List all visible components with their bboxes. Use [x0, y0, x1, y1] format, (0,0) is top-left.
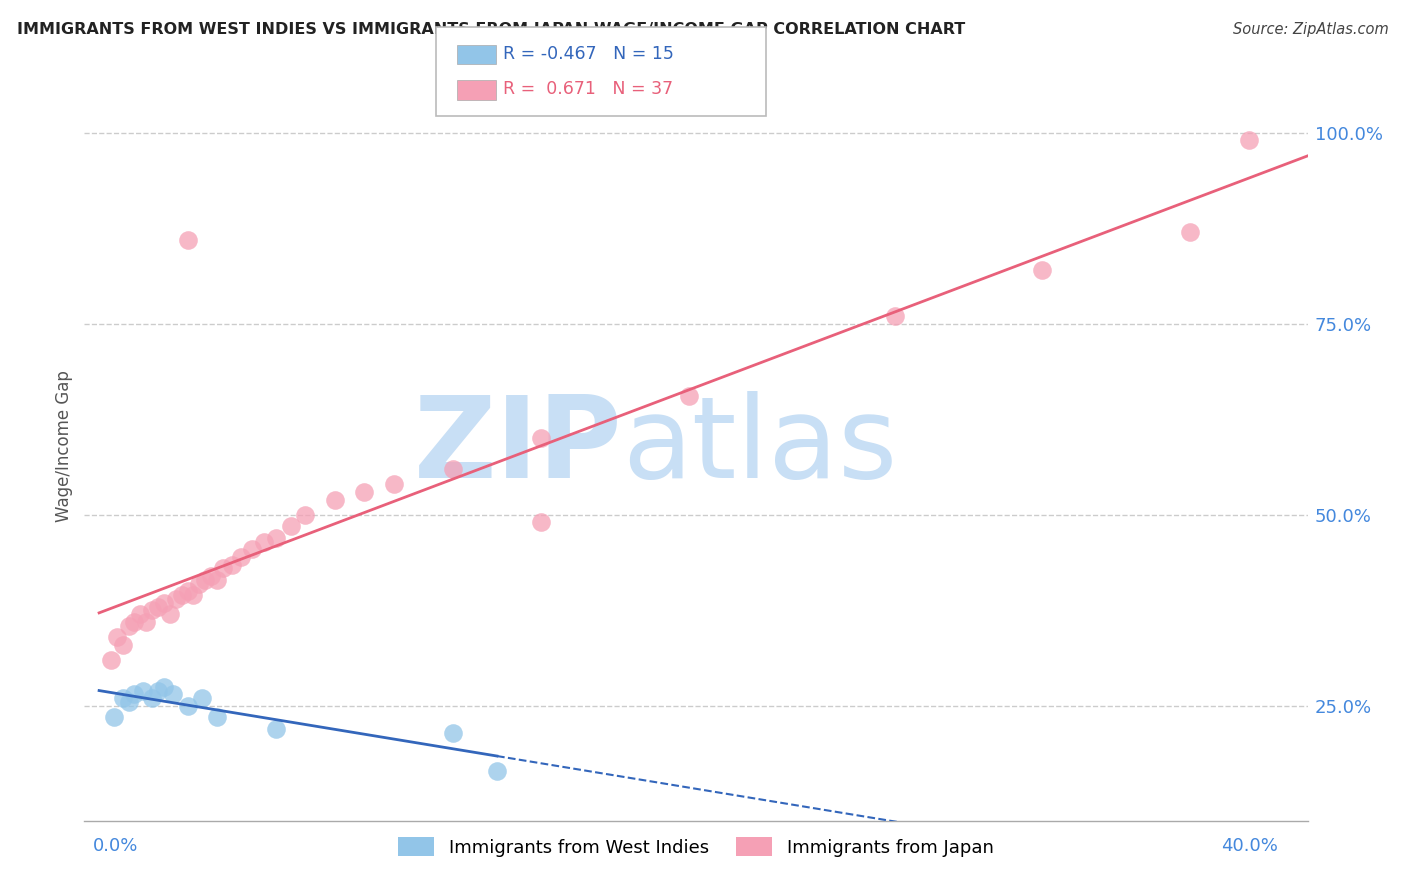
Point	[294, 508, 316, 522]
Point	[162, 688, 184, 702]
Point	[105, 630, 128, 644]
Point	[221, 558, 243, 572]
Text: Source: ZipAtlas.com: Source: ZipAtlas.com	[1233, 22, 1389, 37]
Point	[530, 431, 553, 445]
Text: IMMIGRANTS FROM WEST INDIES VS IMMIGRANTS FROM JAPAN WAGE/INCOME GAP CORRELATION: IMMIGRANTS FROM WEST INDIES VS IMMIGRANT…	[17, 22, 965, 37]
Point	[1031, 263, 1053, 277]
Point	[200, 569, 222, 583]
Y-axis label: Wage/Income Gap: Wage/Income Gap	[55, 370, 73, 522]
Point	[353, 484, 375, 499]
Point	[229, 549, 252, 564]
Point	[153, 680, 176, 694]
Point	[212, 561, 235, 575]
Text: ZIP: ZIP	[415, 391, 623, 501]
Point	[323, 492, 346, 507]
Point	[194, 573, 217, 587]
Point	[117, 618, 139, 632]
Point	[188, 576, 211, 591]
Point	[124, 688, 146, 702]
Text: 40.0%: 40.0%	[1222, 838, 1278, 855]
Point	[485, 764, 508, 778]
Point	[205, 710, 228, 724]
Point	[129, 607, 152, 622]
Point	[165, 591, 187, 606]
Point	[176, 233, 198, 247]
Point	[205, 573, 228, 587]
Point	[382, 477, 405, 491]
Point	[124, 615, 146, 629]
Point	[441, 462, 464, 476]
Point	[117, 695, 139, 709]
Point	[141, 603, 163, 617]
Point	[141, 691, 163, 706]
Point	[176, 584, 198, 599]
Point	[170, 588, 193, 602]
Point	[264, 722, 287, 736]
Point	[153, 596, 176, 610]
Point	[111, 691, 134, 706]
Point	[253, 534, 276, 549]
Point	[264, 531, 287, 545]
Point	[530, 516, 553, 530]
Point	[183, 588, 205, 602]
Point	[132, 683, 155, 698]
Point	[159, 607, 181, 622]
Point	[1237, 133, 1260, 147]
Point	[240, 542, 263, 557]
Point	[146, 683, 169, 698]
Point	[100, 653, 122, 667]
Point	[280, 519, 302, 533]
Point	[191, 691, 214, 706]
Point	[146, 599, 169, 614]
Text: R = -0.467   N = 15: R = -0.467 N = 15	[503, 45, 675, 62]
Point	[103, 710, 125, 724]
Point	[441, 725, 464, 739]
Point	[111, 638, 134, 652]
Point	[176, 698, 198, 713]
Point	[678, 389, 700, 403]
Point	[884, 309, 907, 323]
Point	[135, 615, 157, 629]
Legend: Immigrants from West Indies, Immigrants from Japan: Immigrants from West Indies, Immigrants …	[391, 830, 1001, 864]
Text: 0.0%: 0.0%	[93, 838, 139, 855]
Point	[1178, 225, 1201, 239]
Text: atlas: atlas	[623, 391, 898, 501]
Text: R =  0.671   N = 37: R = 0.671 N = 37	[503, 80, 673, 98]
